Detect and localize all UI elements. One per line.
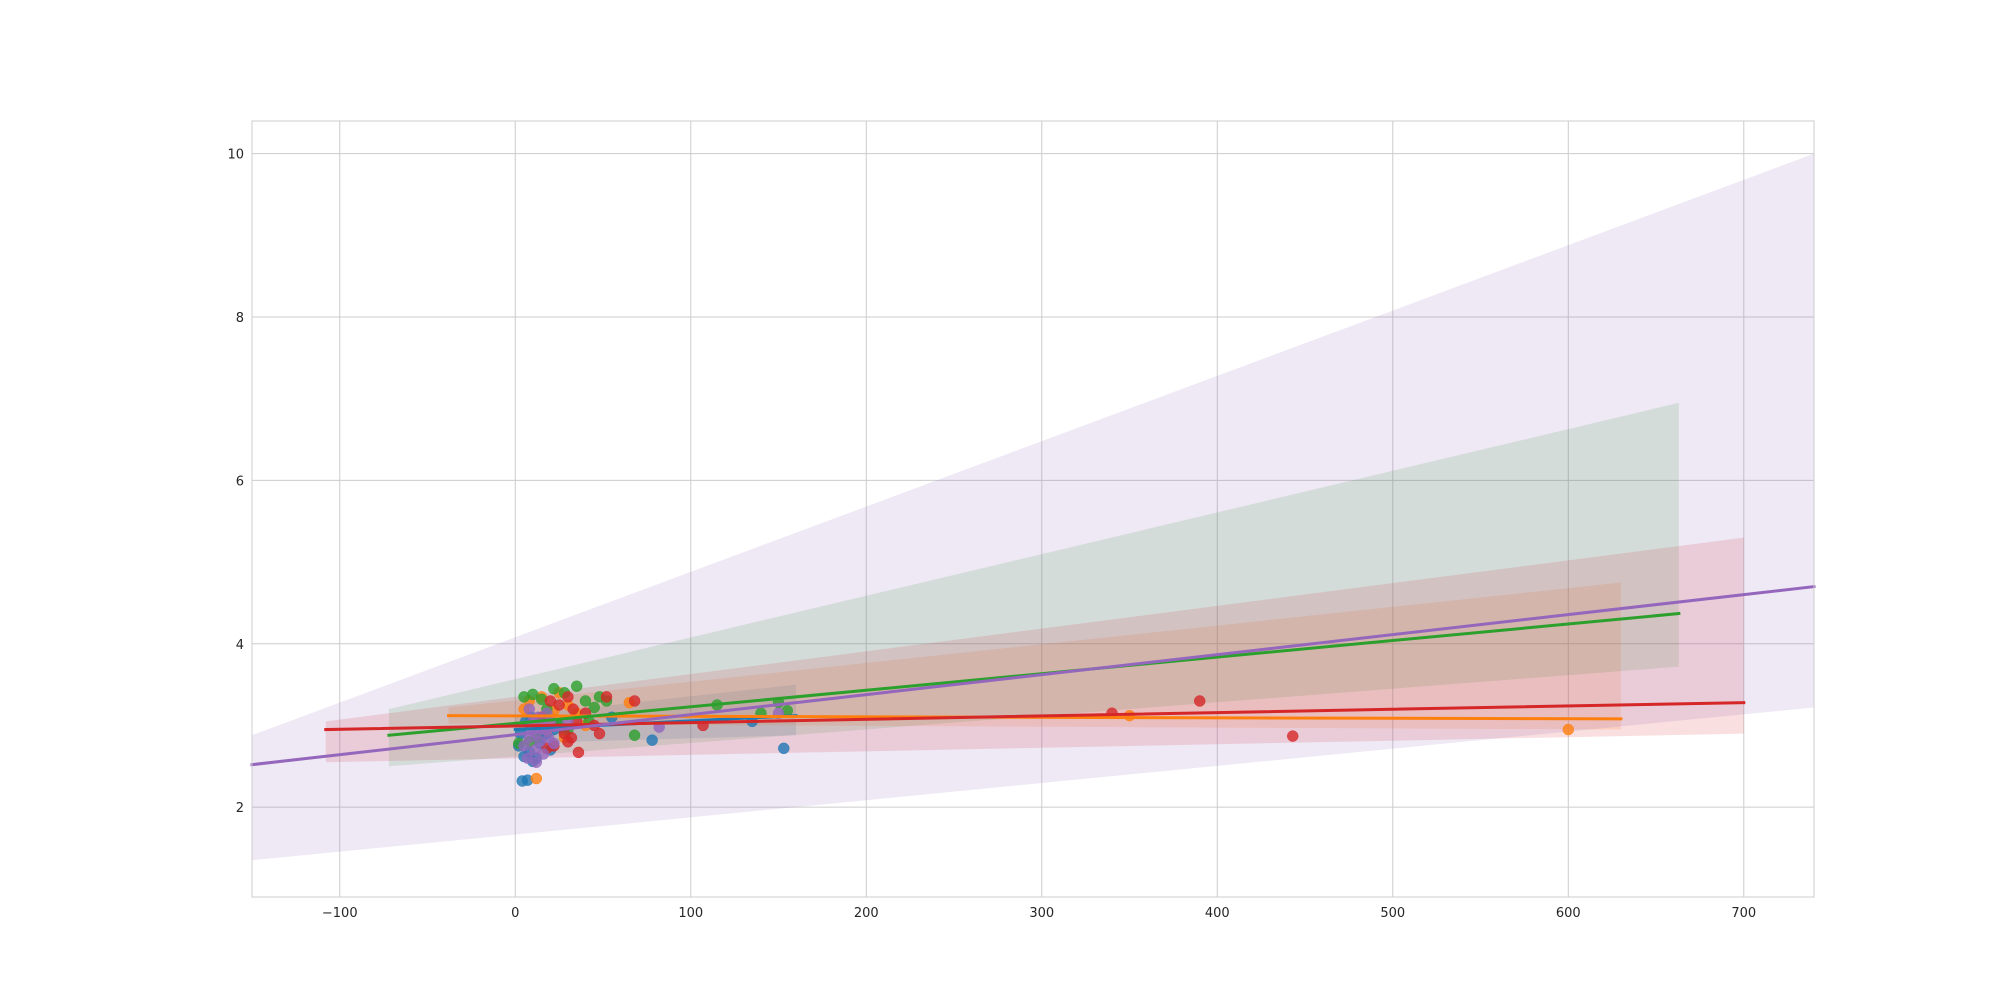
data-point-series-4 (593, 727, 606, 740)
x-tick-label: 200 (854, 906, 879, 921)
y-tick-label: 4 (236, 638, 244, 653)
regression-line-5 (250, 584, 1816, 767)
confidence-band-2 (448, 582, 1621, 730)
data-point-series-4 (628, 695, 641, 707)
x-tick-label: −100 (322, 906, 358, 921)
data-point-series-3 (579, 695, 592, 707)
data-point-series-1 (778, 742, 790, 755)
y-tick-label: 6 (236, 474, 244, 489)
data-point-series-4 (553, 699, 565, 711)
plot-area-background (252, 121, 1814, 897)
data-point-series-5 (530, 756, 543, 768)
x-tick-label: 300 (1029, 906, 1054, 921)
data-point-series-4 (1286, 730, 1299, 742)
x-tick-label: 400 (1205, 906, 1230, 921)
data-point-series-5 (523, 703, 536, 715)
plot-frame (251, 120, 1815, 898)
data-point-series-3 (588, 701, 600, 714)
data-point-series-2 (1562, 723, 1575, 736)
x-axis-tick-labels: −100 0 100 200 300 400 500 600 700 (322, 906, 1756, 921)
x-tick-label: 0 (511, 906, 519, 921)
x-tick-label: 600 (1556, 906, 1581, 921)
data-point-series-4 (562, 736, 574, 748)
regression-line-4 (324, 701, 1746, 732)
data-point-series-1 (646, 734, 658, 746)
data-point-series-5 (518, 740, 530, 752)
x-tick-label: 500 (1380, 906, 1405, 921)
data-point-series-5 (548, 737, 560, 750)
data-point-series-4 (1193, 695, 1206, 707)
y-axis-tick-labels: 2 4 6 8 10 (227, 148, 244, 816)
data-point-series-4 (562, 691, 574, 703)
y-tick-label: 8 (236, 311, 244, 326)
data-point-series-3 (548, 682, 560, 695)
confidence-band-3 (388, 402, 1679, 767)
x-tick-label: 100 (678, 906, 703, 921)
confidence-bands (252, 153, 1814, 861)
x-tick-label: 700 (1731, 906, 1756, 921)
data-point-series-3 (628, 729, 641, 742)
confidence-band-4 (325, 537, 1744, 763)
data-point-series-3 (527, 688, 539, 701)
confidence-band-5 (252, 153, 1814, 861)
data-point-series-4 (600, 691, 613, 703)
data-point-series-3 (570, 680, 583, 693)
data-point-series-4 (567, 703, 579, 715)
y-tick-label: 2 (236, 801, 244, 816)
y-tick-label: 10 (227, 148, 244, 163)
data-point-series-5 (537, 748, 550, 760)
data-point-series-4 (572, 746, 585, 759)
data-point-series-2 (530, 772, 543, 785)
grid-lines (252, 121, 1814, 897)
regression-lines (250, 584, 1816, 767)
